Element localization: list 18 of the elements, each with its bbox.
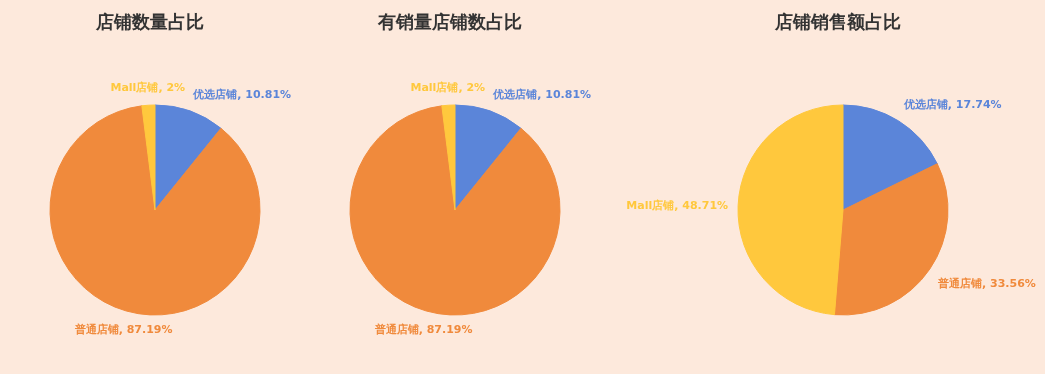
pie-slice <box>49 105 261 316</box>
slice-label: Mall店铺, 48.71% <box>626 199 729 213</box>
pie-slice <box>441 104 456 211</box>
chart-title: 有销量店铺数占比 <box>377 10 523 34</box>
slice-label: 优选店铺, 17.74% <box>902 98 1002 112</box>
slice-label: 优选店铺, 10.81% <box>492 87 592 101</box>
slice-label: 普通店铺, 33.56% <box>937 276 1036 290</box>
slice-label: 普通店铺, 87.19% <box>373 322 473 336</box>
pie-slice <box>141 104 156 211</box>
pie-slice <box>349 105 561 316</box>
slice-label: Mall店铺, 2% <box>110 81 186 95</box>
chart-title: 店铺数量占比 <box>95 10 205 34</box>
pie-slice <box>833 163 949 316</box>
slice-label: 优选店铺, 10.81% <box>192 87 292 101</box>
slice-label: Mall店铺, 2% <box>410 81 486 95</box>
pie-slice <box>737 104 844 316</box>
slice-label: 普通店铺, 87.19% <box>73 322 173 336</box>
chart-title: 店铺销售额占比 <box>774 10 902 34</box>
